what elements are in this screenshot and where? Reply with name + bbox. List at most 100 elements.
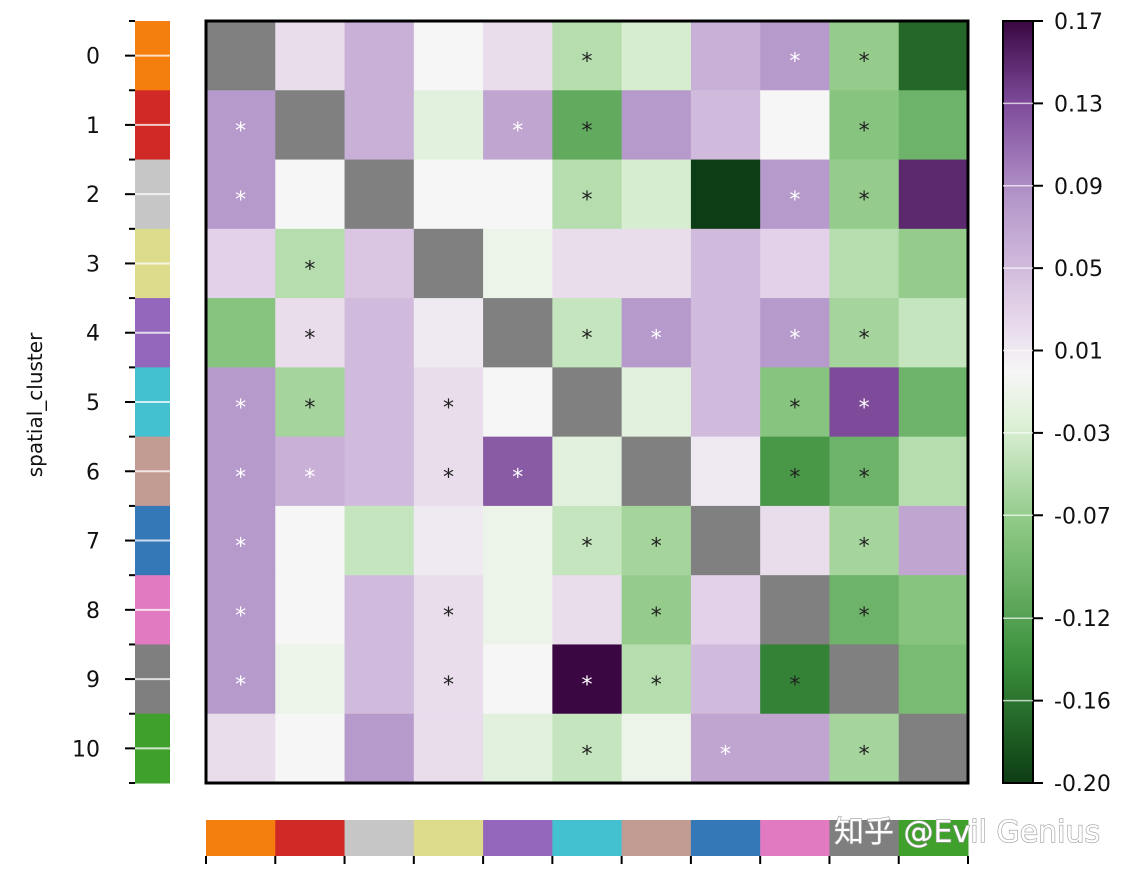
significance-star: * (859, 119, 870, 144)
heatmap-cell (898, 644, 969, 715)
heatmap-cell (275, 159, 346, 230)
heatmap-cell (829, 228, 900, 299)
significance-star: * (651, 327, 662, 352)
heatmap-cell (206, 713, 276, 784)
significance-star: * (859, 742, 870, 767)
heatmap-cell (413, 367, 484, 438)
heatmap-cell (621, 505, 692, 576)
heatmap-cell (552, 436, 623, 507)
heatmap-frame (204, 19, 970, 785)
heatmap-cell (760, 436, 831, 507)
heatmap-cell (898, 159, 969, 230)
significance-star: * (304, 465, 315, 490)
heatmap-cell (275, 505, 346, 576)
heatmap-cell (760, 367, 831, 438)
significance-star: * (859, 50, 870, 75)
heatmap-cell (413, 228, 484, 299)
column-cluster-swatch (275, 820, 346, 856)
heatmap-cell (829, 575, 900, 646)
heatmap-cell (344, 367, 415, 438)
row-tick-label: 8 (86, 599, 100, 624)
heatmap-cell (898, 505, 969, 576)
column-cluster-swatch (483, 820, 553, 856)
heatmap-cell (206, 228, 276, 299)
heatmap-cell (206, 90, 276, 161)
heatmap-cell (344, 644, 415, 715)
heatmap-cell (344, 21, 415, 91)
heatmap-cell (690, 228, 761, 299)
colorbar-tick-label: -0.16 (1054, 690, 1111, 715)
significance-star: * (235, 119, 246, 144)
heatmap-cell (275, 21, 346, 91)
significance-star: * (789, 188, 800, 213)
column-cluster-swatch (760, 820, 830, 856)
row-tick-label: 10 (72, 737, 100, 762)
significance-star: * (651, 673, 662, 698)
heatmap-cell (344, 436, 415, 507)
colorbar-tick-label: -0.07 (1054, 504, 1111, 529)
heatmap-cell (760, 505, 831, 576)
heatmap-cell (483, 644, 553, 715)
heatmap-cell (413, 21, 484, 91)
heatmap-cell (552, 575, 623, 646)
heatmap-cell (413, 575, 484, 646)
significance-star: * (859, 604, 870, 629)
heatmap-cell (483, 159, 553, 230)
significance-star: * (789, 50, 800, 75)
column-cluster-color-strip (205, 820, 969, 864)
heatmap-cell (413, 505, 484, 576)
heatmap-cell (760, 159, 831, 230)
significance-star: * (859, 327, 870, 352)
heatmap-cell (621, 21, 692, 91)
heatmap-cell (621, 298, 692, 368)
heatmap-cell (760, 644, 831, 715)
heatmap-cell (552, 713, 623, 784)
heatmap-cell (483, 90, 553, 161)
row-tick-label: 0 (86, 45, 100, 70)
heatmap-cell (206, 575, 276, 646)
heatmap-cell (621, 367, 692, 438)
significance-star: * (304, 257, 315, 282)
column-cluster-swatch (413, 820, 484, 856)
significance-star: * (235, 673, 246, 698)
significance-star: * (304, 327, 315, 352)
heatmap-cell (760, 90, 831, 161)
heatmap-cell (206, 298, 276, 368)
heatmap-cell (690, 367, 761, 438)
heatmap-cell (829, 90, 900, 161)
colorbar-tick-label: 0.09 (1054, 175, 1103, 200)
heatmap-cell (413, 644, 484, 715)
heatmap-cell (829, 644, 900, 715)
row-tick-label: 3 (86, 252, 100, 277)
heatmap-cell (344, 575, 415, 646)
row-tick-label: 5 (86, 391, 100, 416)
heatmap-cell (206, 436, 276, 507)
significance-star: * (235, 535, 246, 560)
heatmap-cell (829, 159, 900, 230)
colorbar-tick-label: 0.13 (1054, 92, 1103, 117)
significance-star: * (582, 119, 593, 144)
heatmap-cell (621, 644, 692, 715)
significance-star: * (443, 465, 454, 490)
heatmap-cell (275, 228, 346, 299)
heatmap-cell (829, 367, 900, 438)
significance-star: * (582, 673, 593, 698)
heatmap-cell (206, 644, 276, 715)
heatmap-cell (552, 367, 623, 438)
heatmap-cell (690, 713, 761, 784)
heatmap-cell (690, 298, 761, 368)
column-cluster-swatch (344, 820, 415, 856)
heatmap-cell (206, 21, 276, 91)
heatmap-cell (413, 298, 484, 368)
significance-star: * (443, 673, 454, 698)
heatmap-cell (898, 367, 969, 438)
heatmap-cell (275, 713, 346, 784)
significance-star: * (789, 327, 800, 352)
heatmap-cell (344, 159, 415, 230)
significance-star: * (582, 327, 593, 352)
significance-star: * (651, 535, 662, 560)
significance-star: * (235, 465, 246, 490)
heatmap-cell (483, 713, 553, 784)
significance-star: * (582, 50, 593, 75)
